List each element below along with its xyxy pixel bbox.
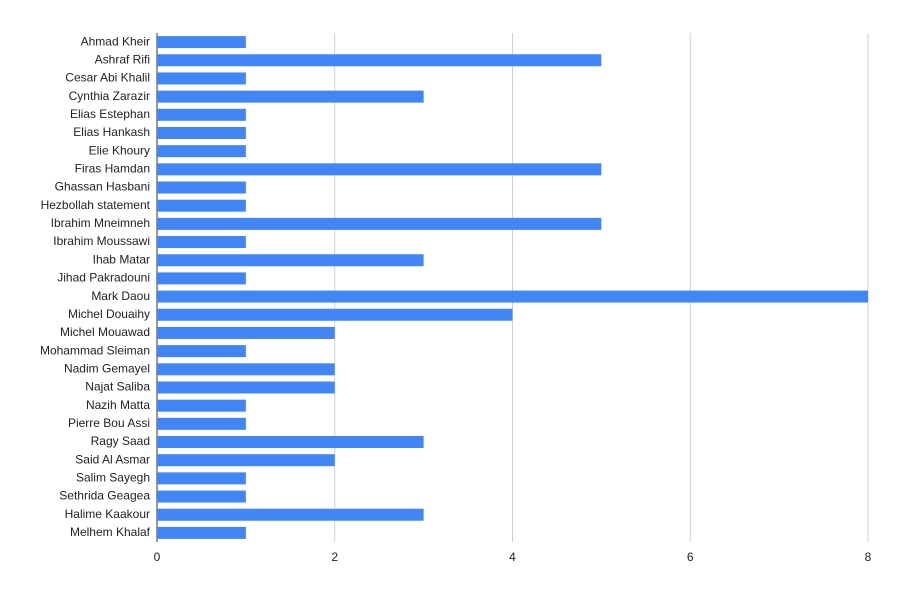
bar xyxy=(157,308,513,321)
y-tick-label: Mark Daou xyxy=(91,289,150,303)
bar xyxy=(157,217,602,230)
y-tick-label: Pierre Bou Assi xyxy=(68,416,150,430)
bar xyxy=(157,436,424,449)
y-tick-label: Salim Sayegh xyxy=(76,471,150,485)
bar xyxy=(157,108,246,121)
bar xyxy=(157,399,246,412)
y-tick-label: Michel Douaihy xyxy=(68,307,150,321)
bar xyxy=(157,36,246,49)
x-tick-label: 2 xyxy=(331,550,338,564)
y-tick-label: Ashraf Rifi xyxy=(95,52,150,66)
y-tick-label: Ibrahim Moussawi xyxy=(53,234,150,248)
y-tick-label: Elias Estephan xyxy=(70,107,150,121)
x-tick-label: 6 xyxy=(687,550,694,564)
bar xyxy=(157,490,246,503)
y-tick-label: Elie Khoury xyxy=(89,143,150,157)
bar xyxy=(157,345,246,358)
y-tick-label: Michel Mouawad xyxy=(60,325,150,339)
bar xyxy=(157,236,246,249)
y-tick-label: Ahmad Kheir xyxy=(81,34,150,48)
y-tick-label: Halime Kaakour xyxy=(65,507,150,521)
bar xyxy=(157,363,335,376)
bar xyxy=(157,199,246,212)
y-tick-label: Cynthia Zarazir xyxy=(69,89,150,103)
y-tick-label: Nadim Gemayel xyxy=(64,361,150,375)
x-tick-label: 8 xyxy=(865,550,872,564)
y-tick-label: Cesar Abi Khalil xyxy=(65,71,150,85)
bar xyxy=(157,54,602,67)
y-tick-label: Hezbollah statement xyxy=(41,198,151,212)
bar xyxy=(157,526,246,539)
y-tick-label: Ibrahim Mneimneh xyxy=(51,216,150,230)
y-tick-label: Najat Saliba xyxy=(85,380,150,394)
bar xyxy=(157,72,246,85)
y-tick-label: Nazih Matta xyxy=(86,398,150,412)
bar xyxy=(157,381,335,394)
bar xyxy=(157,472,246,485)
y-tick-label: Said Al Asmar xyxy=(75,452,150,466)
bar xyxy=(157,290,868,303)
bar xyxy=(157,508,424,521)
y-tick-label: Ihab Matar xyxy=(93,252,150,266)
y-tick-label: Ragy Saad xyxy=(91,434,150,448)
bar xyxy=(157,163,602,176)
bar xyxy=(157,272,246,285)
y-tick-label: Sethrida Geagea xyxy=(59,489,150,503)
bar xyxy=(157,181,246,194)
y-tick-label: Mohammad Sleiman xyxy=(40,343,150,357)
bar xyxy=(157,145,246,158)
y-tick-label: Elias Hankash xyxy=(73,125,150,139)
bar xyxy=(157,126,246,139)
bar xyxy=(157,454,335,467)
x-tick-label: 4 xyxy=(509,550,516,564)
y-tick-label: Firas Hamdan xyxy=(75,162,150,176)
bar xyxy=(157,326,335,339)
y-tick-label: Ghassan Hasbani xyxy=(55,180,150,194)
x-tick-label: 0 xyxy=(154,550,161,564)
y-tick-label: Jihad Pakradouni xyxy=(57,271,150,285)
bar xyxy=(157,254,424,267)
bar xyxy=(157,90,424,103)
bar xyxy=(157,417,246,430)
y-tick-label: Melhem Khalaf xyxy=(70,525,151,539)
